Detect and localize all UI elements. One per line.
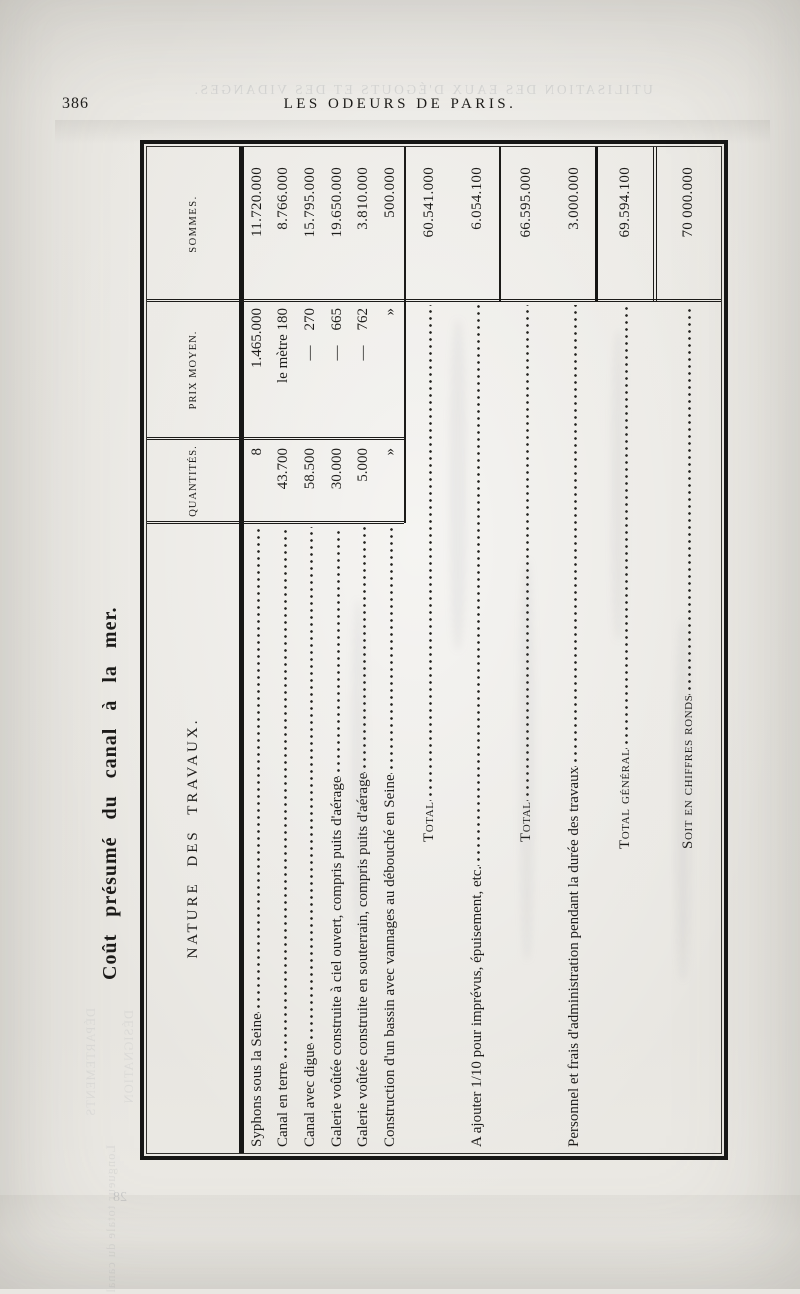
- detail-rows: Syphons sous la Seine 8 1.465.000 11.720…: [244, 147, 404, 1153]
- summary-row-personnel: Personnel et frais d'administration pend…: [553, 147, 595, 1153]
- leader-dots: [468, 305, 486, 866]
- table-inner-frame: NATURE DES TRAVAUX. QUANTITÉS. PRIX MOYE…: [146, 146, 722, 1154]
- cell-quantite: 58.500: [301, 448, 318, 490]
- table-row: Canal avec digue 58.500 — 270 15.795.000: [297, 147, 324, 1153]
- table-title: Coût présumé du canal à la mer.: [99, 606, 121, 980]
- table-row: Construction d'un bassin avec vannages a…: [377, 147, 404, 1153]
- cell-prix: 1.465.000: [248, 308, 265, 368]
- leader-dots: [421, 305, 438, 802]
- cell-somme: 15.795.000: [301, 167, 318, 238]
- scan-bleed-smudge: [352, 600, 365, 930]
- column-header-prix-moyen: PRIX MOYEN.: [187, 330, 199, 410]
- row-label: Total général: [616, 748, 633, 849]
- cell-prix: — 762: [355, 308, 372, 361]
- rotated-table-area: Coût présumé du canal à la mer. NATURE D…: [95, 140, 728, 1160]
- table-header-row: NATURE DES TRAVAUX. QUANTITÉS. PRIX MOYE…: [147, 147, 239, 1153]
- running-title: LES ODEURS DE PARIS.: [283, 96, 517, 112]
- row-label: Construction d'un bassin avec vannages a…: [381, 774, 398, 1147]
- leader-dots: [301, 527, 319, 1044]
- scan-bleed-smudge: [520, 560, 534, 960]
- column-header-nature: NATURE DES TRAVAUX.: [184, 717, 201, 959]
- cell-somme: 60.541.000: [421, 167, 437, 238]
- row-label: Canal en terre: [275, 1062, 292, 1147]
- cell-prix: le mètre 180: [275, 308, 292, 383]
- leader-dots: [328, 527, 346, 777]
- table-frame: NATURE DES TRAVAUX. QUANTITÉS. PRIX MOYE…: [140, 140, 728, 1160]
- column-header-sommes: SOMMES.: [187, 195, 199, 253]
- page-number: 386: [62, 95, 89, 112]
- cell-quantite: 5.000: [355, 448, 372, 482]
- column-header-quantites: QUANTITÉS.: [187, 445, 199, 517]
- row-label: Canal avec digue: [301, 1043, 318, 1147]
- row-label: A ajouter 1/10 pour imprévus, épuisement…: [468, 865, 485, 1147]
- leader-dots: [381, 527, 399, 775]
- cell-quantite: 43.700: [275, 448, 292, 490]
- scan-bleed-smudge: [676, 620, 690, 980]
- cell-somme: 6.054.100: [468, 167, 485, 230]
- cell-quantite: »: [381, 448, 398, 456]
- cell-somme: 19.650.000: [328, 167, 345, 238]
- cell-somme: 69.594.100: [616, 167, 633, 238]
- cell-prix: »: [381, 308, 398, 316]
- cell-somme: 8.766.000: [275, 167, 292, 230]
- cell-prix: — 665: [328, 308, 345, 361]
- cell-somme: 500.000: [381, 167, 398, 218]
- row-label: Personnel et frais d'administration pend…: [565, 766, 582, 1147]
- row-label: Syphons sous la Seine: [248, 1013, 265, 1147]
- summary-row-contingency: A ajouter 1/10 pour imprévus, épuisement…: [455, 147, 499, 1153]
- row-label: Galerie voûtée construite à ciel ouvert,…: [328, 776, 345, 1147]
- scan-bleed-smudge: [612, 330, 625, 640]
- table-row: Galerie voûtée construite à ciel ouvert,…: [324, 147, 351, 1153]
- cell-somme: 70 000.000: [679, 167, 696, 238]
- summary-row-total: Total 60.541.000: [404, 147, 455, 1153]
- table-reading-orientation: Coût présumé du canal à la mer. NATURE D…: [95, 140, 728, 1160]
- cell-quantite: 8: [248, 448, 265, 456]
- cell-somme: 3.000.000: [565, 167, 582, 230]
- cell-quantite: 30.000: [328, 448, 345, 490]
- scan-shadow-band: [0, 1195, 800, 1235]
- summary-row-total-general: Total général 69.594.100: [595, 147, 655, 1153]
- leader-dots: [565, 305, 583, 767]
- summary-row-round-figure: Soit en chiffres ronds 70 000.000: [655, 147, 721, 1153]
- cell-somme: 3.810.000: [355, 167, 372, 230]
- leader-dots: [275, 527, 293, 1063]
- cell-prix: — 270: [301, 308, 318, 361]
- scan-bleed-smudge: [450, 320, 466, 650]
- scan-shadow-band: [55, 120, 770, 144]
- table-row: Syphons sous la Seine 8 1.465.000 11.720…: [244, 147, 271, 1153]
- table-row: Canal en terre 43.700 le mètre 180 8.766…: [271, 147, 298, 1153]
- cell-somme: 11.720.000: [248, 167, 265, 237]
- cell-somme: 66.595.000: [517, 167, 534, 238]
- leader-dots: [248, 527, 266, 1014]
- row-label: Total: [421, 801, 437, 842]
